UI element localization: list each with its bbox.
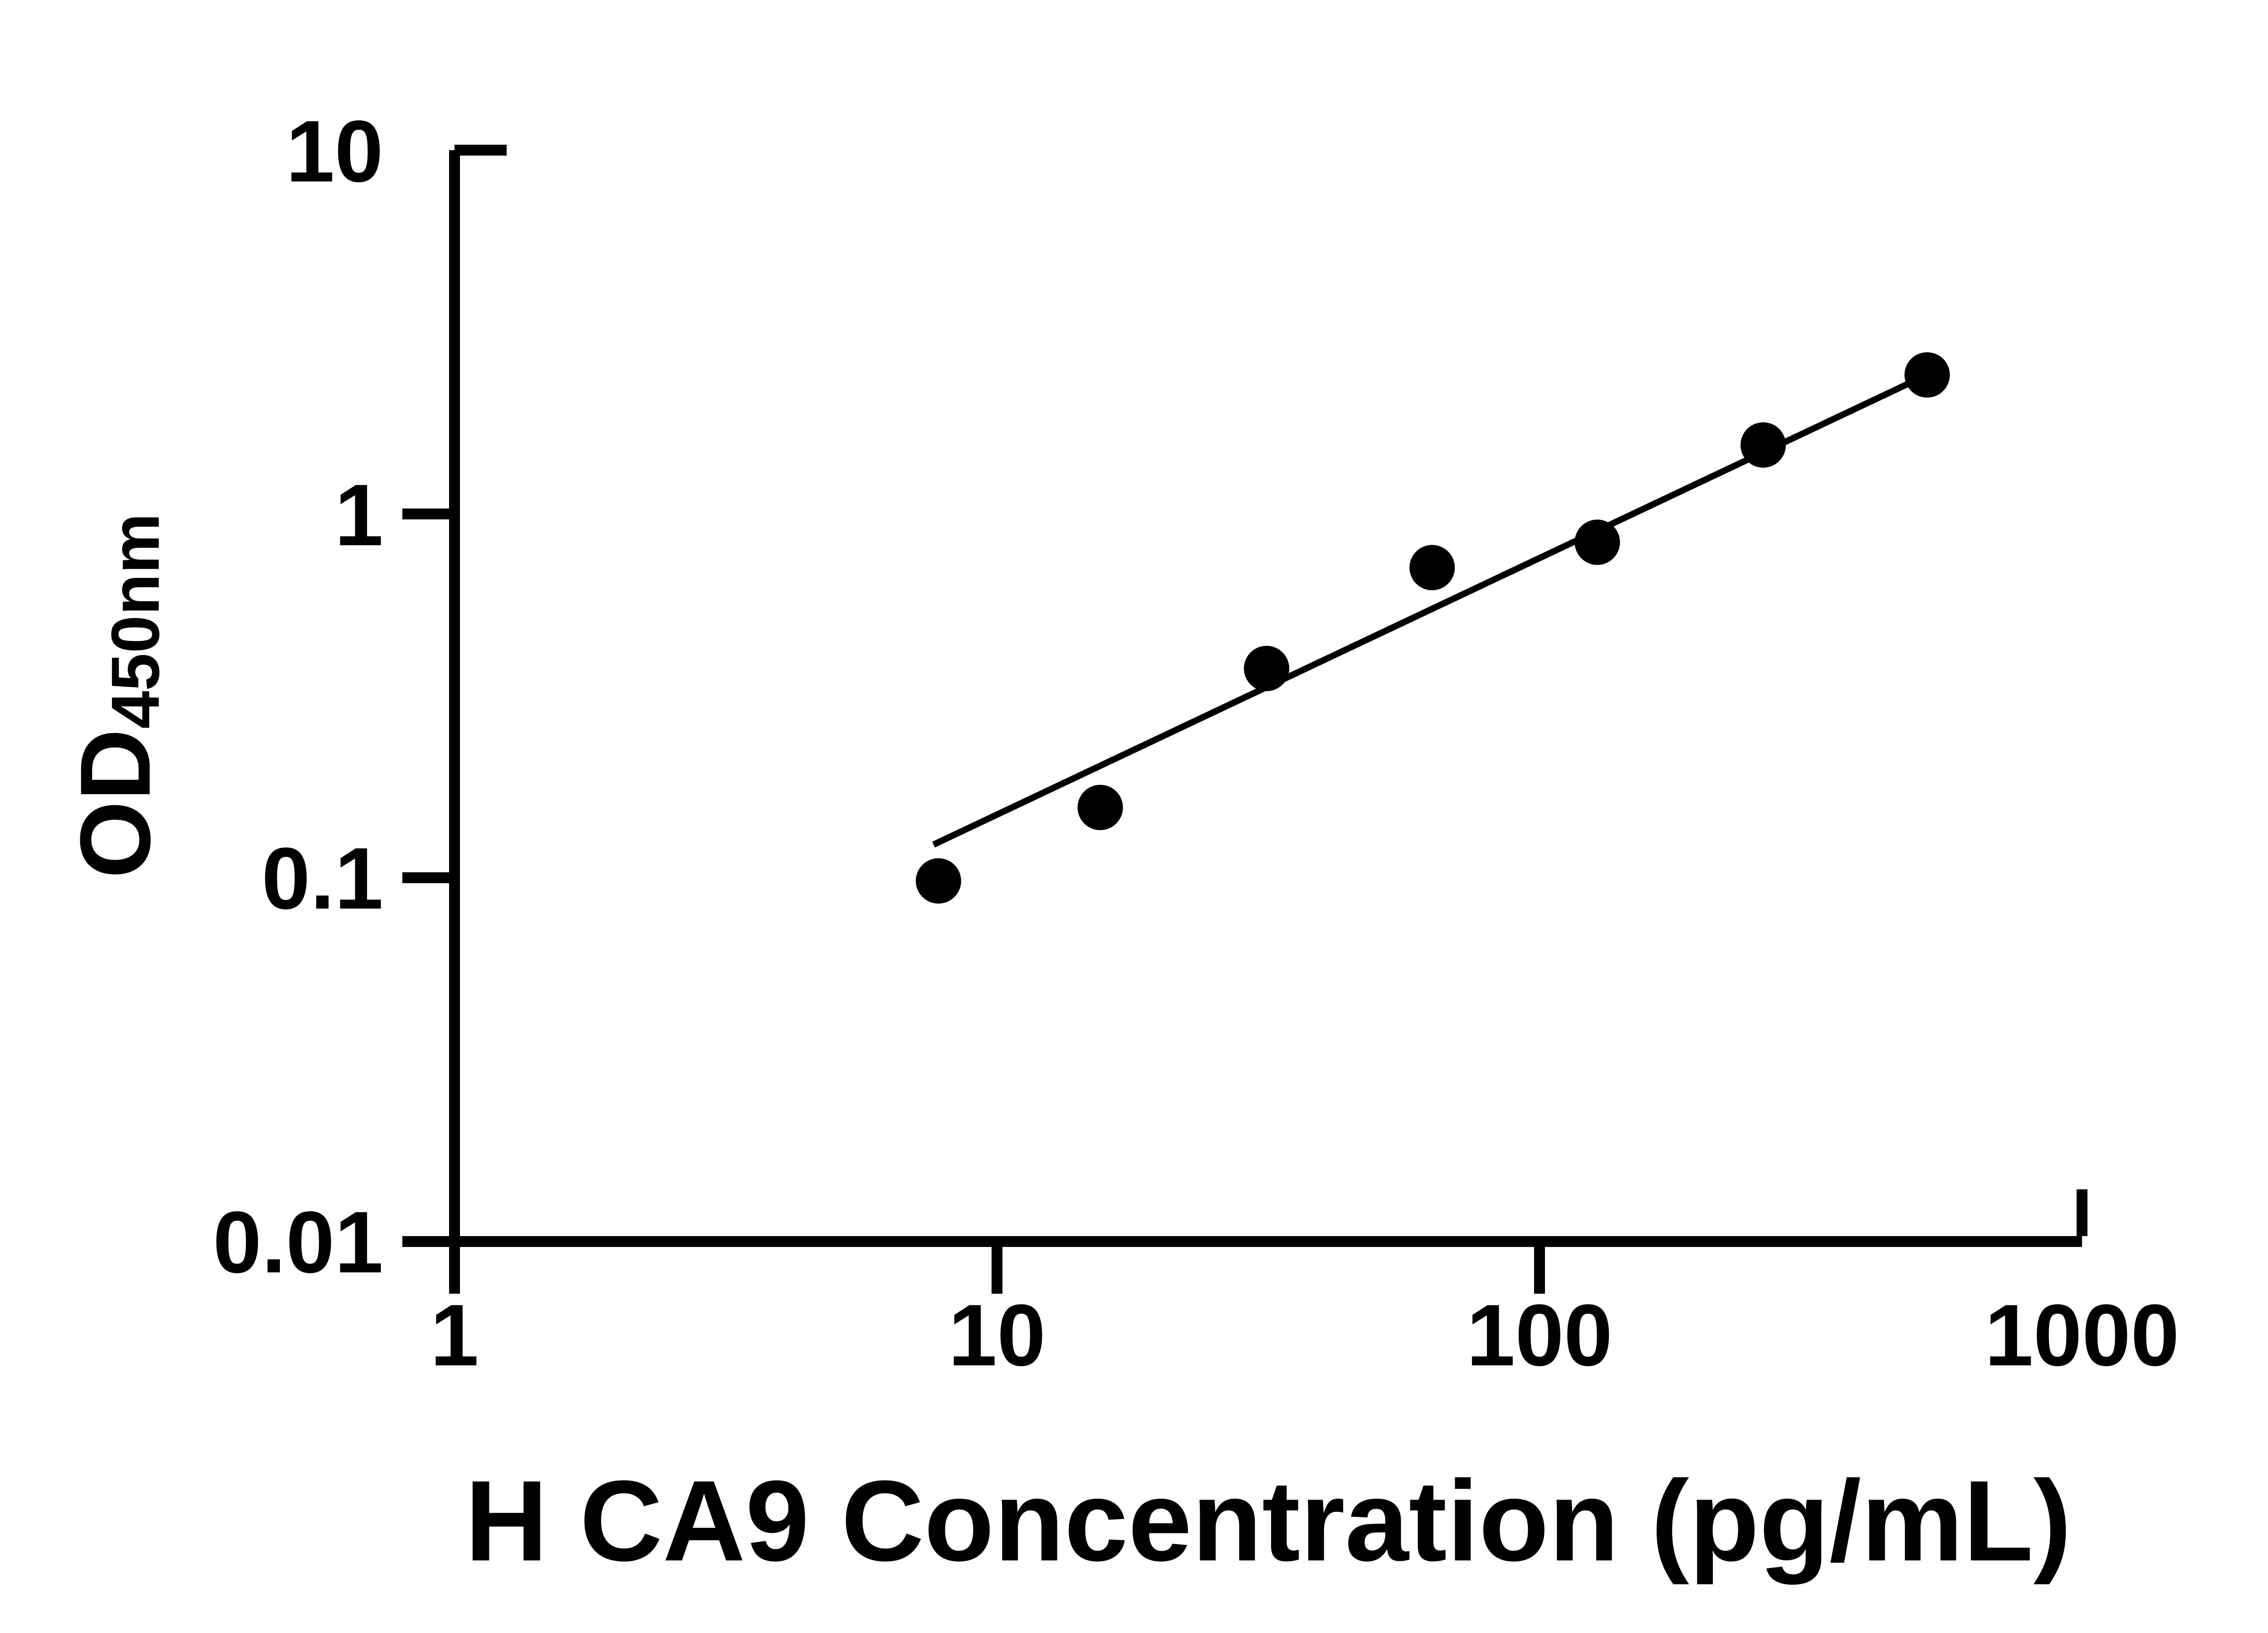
svg-text:1000: 1000: [1984, 1286, 2179, 1384]
svg-text:H CA9 Concentration (pg/mL): H CA9 Concentration (pg/mL): [465, 1457, 2072, 1585]
svg-text:10: 10: [948, 1286, 1046, 1384]
svg-text:100: 100: [1466, 1286, 1613, 1384]
svg-text:0.1: 0.1: [262, 829, 383, 927]
svg-text:1: 1: [335, 466, 383, 564]
svg-text:0.01: 0.01: [213, 1193, 383, 1291]
svg-text:10: 10: [286, 102, 383, 200]
svg-text:1: 1: [430, 1286, 479, 1384]
